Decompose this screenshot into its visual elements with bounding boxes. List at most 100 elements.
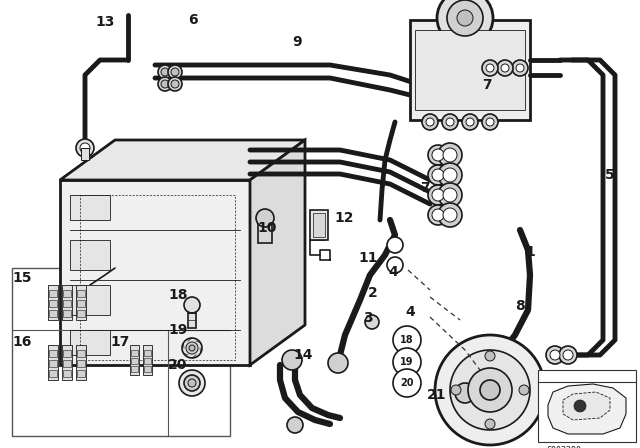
- Bar: [538, 370, 636, 442]
- Bar: [49, 300, 57, 307]
- Bar: [48, 345, 58, 380]
- Circle shape: [77, 212, 83, 218]
- Circle shape: [328, 353, 348, 373]
- Text: 5: 5: [605, 168, 615, 182]
- Circle shape: [161, 80, 169, 88]
- Circle shape: [188, 379, 196, 387]
- Bar: [12, 268, 230, 436]
- Text: 10: 10: [257, 221, 276, 235]
- Bar: [49, 350, 57, 357]
- Text: 15: 15: [12, 271, 32, 285]
- Bar: [258, 218, 272, 243]
- Circle shape: [428, 145, 448, 165]
- Bar: [143, 345, 152, 375]
- Circle shape: [546, 346, 564, 364]
- Circle shape: [428, 165, 448, 185]
- Circle shape: [457, 10, 473, 26]
- Circle shape: [80, 143, 90, 153]
- Circle shape: [189, 345, 195, 351]
- Circle shape: [432, 169, 444, 181]
- Circle shape: [442, 114, 458, 130]
- Bar: [188, 313, 196, 328]
- Circle shape: [184, 375, 200, 391]
- Text: 12: 12: [334, 211, 354, 225]
- Circle shape: [497, 60, 513, 76]
- Circle shape: [480, 380, 500, 400]
- Text: C003280: C003280: [546, 446, 581, 448]
- Bar: [63, 300, 71, 307]
- Circle shape: [365, 315, 379, 329]
- Text: 8: 8: [515, 299, 525, 313]
- Bar: [131, 366, 138, 372]
- Circle shape: [486, 118, 494, 126]
- Bar: [49, 360, 57, 367]
- Bar: [76, 345, 86, 380]
- Text: 20: 20: [168, 358, 188, 372]
- Text: 18: 18: [400, 335, 414, 345]
- Bar: [77, 290, 85, 297]
- Circle shape: [428, 185, 448, 205]
- Text: 13: 13: [95, 15, 115, 29]
- Text: 18: 18: [168, 288, 188, 302]
- Circle shape: [422, 114, 438, 130]
- Circle shape: [443, 168, 457, 182]
- Bar: [76, 285, 86, 320]
- Circle shape: [432, 149, 444, 161]
- Bar: [81, 148, 89, 160]
- Text: 14: 14: [293, 348, 313, 362]
- Circle shape: [76, 139, 94, 157]
- Circle shape: [468, 368, 512, 412]
- Circle shape: [161, 68, 169, 76]
- Bar: [70, 285, 110, 315]
- Polygon shape: [250, 140, 305, 365]
- Circle shape: [393, 348, 421, 376]
- Text: 9: 9: [292, 35, 302, 49]
- Bar: [313, 213, 325, 237]
- Circle shape: [158, 65, 172, 79]
- Text: 3: 3: [363, 311, 373, 325]
- Circle shape: [77, 197, 83, 203]
- Circle shape: [455, 383, 475, 403]
- Bar: [77, 310, 85, 317]
- Bar: [131, 358, 138, 364]
- Bar: [60, 180, 250, 365]
- Circle shape: [256, 209, 274, 227]
- Bar: [63, 370, 71, 377]
- Bar: [310, 210, 328, 240]
- Circle shape: [516, 64, 524, 72]
- Circle shape: [282, 350, 302, 370]
- Bar: [62, 345, 72, 380]
- Polygon shape: [548, 384, 626, 434]
- Bar: [49, 370, 57, 377]
- Text: 19: 19: [168, 323, 188, 337]
- Bar: [62, 285, 72, 320]
- Bar: [77, 350, 85, 357]
- Circle shape: [158, 77, 172, 91]
- Circle shape: [485, 351, 495, 361]
- Text: 4: 4: [405, 305, 415, 319]
- Circle shape: [447, 0, 483, 36]
- Circle shape: [438, 183, 462, 207]
- Circle shape: [387, 257, 403, 273]
- Bar: [77, 360, 85, 367]
- Text: 2: 2: [368, 286, 378, 300]
- Circle shape: [443, 188, 457, 202]
- Circle shape: [450, 350, 530, 430]
- Circle shape: [186, 342, 198, 354]
- Circle shape: [438, 143, 462, 167]
- Bar: [77, 370, 85, 377]
- Circle shape: [438, 203, 462, 227]
- Bar: [144, 358, 151, 364]
- Circle shape: [426, 118, 434, 126]
- Circle shape: [286, 354, 298, 366]
- Circle shape: [168, 65, 182, 79]
- Text: 17: 17: [110, 335, 130, 349]
- Bar: [144, 366, 151, 372]
- Circle shape: [393, 369, 421, 397]
- Circle shape: [563, 350, 573, 360]
- Circle shape: [437, 0, 493, 46]
- Circle shape: [459, 387, 471, 399]
- Bar: [70, 195, 110, 220]
- Bar: [70, 240, 110, 270]
- Circle shape: [482, 114, 498, 130]
